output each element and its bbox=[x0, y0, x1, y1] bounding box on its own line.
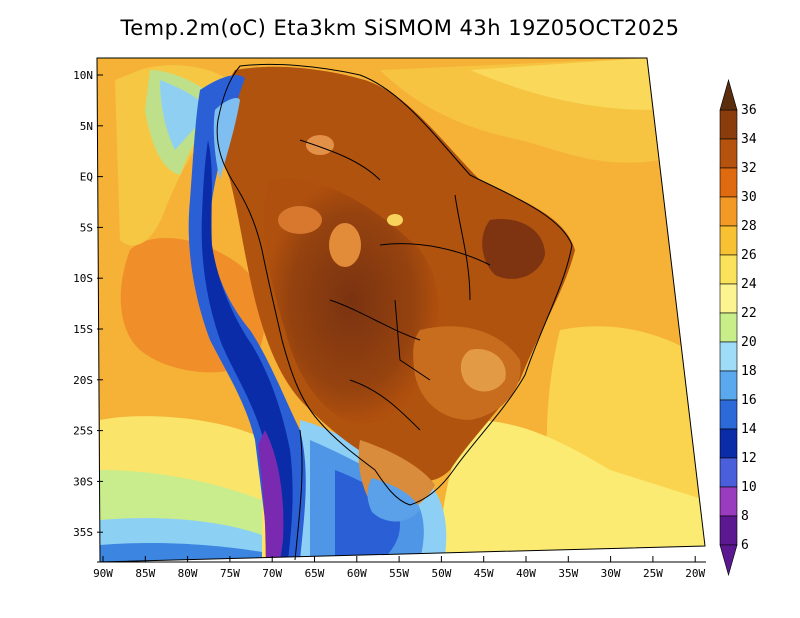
border-line-2 bbox=[329, 299, 421, 341]
lon-tick-label: 35W bbox=[558, 567, 578, 580]
colorbar-tick-label: 30 bbox=[741, 190, 757, 205]
colorbar-segment bbox=[719, 457, 738, 488]
pacific-colder-patch bbox=[160, 80, 210, 150]
colorbar: 36 34 32 30 28 26 24 22 20 18 16 14 12 10 8 6 bbox=[719, 78, 757, 577]
lat-tick-label: 35S bbox=[73, 526, 93, 539]
colorbar-tick-label: 18 bbox=[741, 364, 757, 379]
border-line-1 bbox=[379, 243, 491, 266]
andes-north-cool bbox=[213, 98, 240, 180]
colorbar-tick-label: 8 bbox=[741, 509, 749, 524]
west-coast-south bbox=[294, 429, 303, 561]
longitude-axis: 90W 85W 80W 75W 70W 65W 60W 55W 50W 45W 40W 35W 30W 2… bbox=[93, 556, 706, 580]
southern-cold-deep bbox=[335, 470, 400, 562]
colorbar-tick-label: 28 bbox=[741, 219, 757, 234]
amazon-warm-patch-3 bbox=[306, 135, 334, 155]
south-pacific-cold bbox=[100, 542, 262, 562]
lat-tick-label: 30S bbox=[73, 475, 93, 488]
colorbar-tick-label: 12 bbox=[741, 451, 757, 466]
lon-tick-label: 85W bbox=[135, 567, 155, 580]
latitude-axis: 10N 5N EQ 5S 10S 15S 20S 25S 30S 35S bbox=[73, 69, 103, 539]
colorbar-tick-label: 32 bbox=[741, 161, 757, 176]
lon-tick-label: 55W bbox=[389, 567, 409, 580]
lat-tick-label: 20S bbox=[73, 374, 93, 387]
colorbar-top-arrow bbox=[719, 78, 738, 111]
colorbar-tick-label: 16 bbox=[741, 393, 757, 408]
colorbar-tick-label: 36 bbox=[741, 103, 757, 118]
colorbar-tick-label: 34 bbox=[741, 132, 757, 147]
colorbar-segment bbox=[719, 225, 738, 256]
border-line-3 bbox=[349, 379, 421, 431]
colorbar-segment bbox=[719, 428, 738, 459]
amazon-warm-patch-2 bbox=[329, 223, 361, 267]
lon-tick-label: 90W bbox=[93, 567, 113, 580]
colorbar-segment bbox=[719, 370, 738, 401]
lat-tick-label: EQ bbox=[80, 171, 93, 184]
lon-tick-label: 40W bbox=[516, 567, 536, 580]
colorbar-segment bbox=[719, 486, 738, 517]
map-title: Temp.2m(oC) Eta3km SiSMOM 43h 19Z05OCT20… bbox=[120, 16, 680, 40]
temperature-field bbox=[97, 58, 705, 562]
colorbar-tick-label: 20 bbox=[741, 335, 757, 350]
lat-tick-label: 5S bbox=[80, 221, 93, 234]
colorbar-segment bbox=[719, 399, 738, 430]
lat-tick-label: 25S bbox=[73, 425, 93, 438]
lon-tick-label: 60W bbox=[347, 567, 367, 580]
continent-hottest-core bbox=[263, 178, 439, 424]
lat-tick-label: 5N bbox=[80, 120, 93, 133]
atlantic-south-pale bbox=[440, 420, 705, 556]
lat-tick-label: 10N bbox=[73, 69, 93, 82]
southeast-patch bbox=[460, 349, 506, 392]
lon-tick-label: 65W bbox=[305, 567, 325, 580]
colorbar-segment bbox=[719, 312, 738, 343]
colorbar-segment bbox=[719, 138, 738, 169]
lon-tick-label: 20W bbox=[685, 567, 705, 580]
colorbar-segment bbox=[719, 515, 738, 546]
colorbar-segment bbox=[719, 109, 738, 140]
colorbar-tick-label: 6 bbox=[741, 538, 749, 553]
lon-tick-label: 50W bbox=[431, 567, 451, 580]
colorbar-segment bbox=[719, 283, 738, 314]
lon-tick-label: 45W bbox=[474, 567, 494, 580]
colorbar-tick-label: 14 bbox=[741, 422, 757, 437]
lat-tick-label: 15S bbox=[73, 323, 93, 336]
lon-tick-label: 25W bbox=[643, 567, 663, 580]
colorbar-tick-label: 24 bbox=[741, 277, 757, 292]
lon-tick-label: 80W bbox=[178, 567, 198, 580]
lon-tick-label: 75W bbox=[220, 567, 240, 580]
lat-tick-label: 10S bbox=[73, 272, 93, 285]
coastlines-borders bbox=[216, 63, 573, 561]
amazon-warm-patch-1 bbox=[278, 206, 322, 234]
continent-outline bbox=[216, 63, 573, 506]
border-line-4 bbox=[454, 194, 471, 301]
uruguay-cool bbox=[367, 478, 420, 522]
northeast-hot-core bbox=[482, 219, 545, 279]
amazon-bright-spot bbox=[387, 214, 403, 226]
colorbar-segment bbox=[719, 341, 738, 372]
colorbar-segment bbox=[719, 167, 738, 198]
colorbar-bottom-arrow bbox=[719, 544, 738, 577]
colorbar-segment bbox=[719, 254, 738, 285]
colorbar-tick-label: 22 bbox=[741, 306, 757, 321]
andes-coldest bbox=[258, 430, 284, 562]
lon-tick-label: 30W bbox=[601, 567, 621, 580]
colorbar-tick-label: 26 bbox=[741, 248, 757, 263]
atlantic-north-yellow bbox=[470, 58, 652, 110]
border-line-6 bbox=[394, 299, 431, 381]
colorbar-tick-label: 10 bbox=[741, 480, 757, 495]
colorbar-segment bbox=[719, 196, 738, 227]
map-frame bbox=[96, 57, 706, 563]
lon-tick-label: 70W bbox=[262, 567, 282, 580]
border-line-5 bbox=[299, 139, 381, 181]
